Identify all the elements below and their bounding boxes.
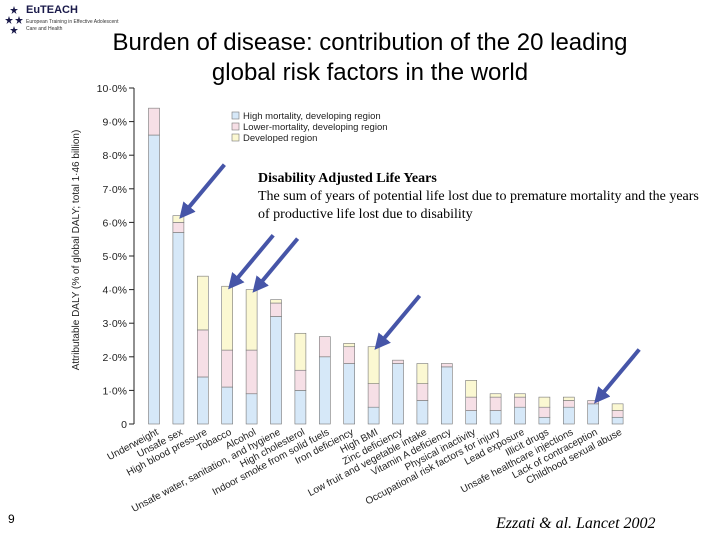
bar-segment (197, 376, 209, 425)
highlight-arrow (374, 294, 422, 350)
bar-segment (294, 390, 307, 425)
legend-swatch (231, 133, 240, 142)
bar-segment (221, 349, 233, 388)
citation: Ezzati & al. Lancet 2002 (496, 515, 656, 532)
bar-segment (538, 416, 551, 425)
highlight-arrow (594, 348, 641, 404)
bar-segment (343, 363, 356, 425)
y-tick-label: 6·0% (102, 217, 127, 229)
eu-teach-logo: EuTEACH European Training in Effective A… (4, 4, 122, 46)
bar-segment (270, 316, 282, 425)
bar-segment (440, 366, 453, 425)
legend-swatch (231, 122, 240, 131)
bar-segment (367, 406, 380, 425)
y-tick-label: 3·0% (102, 318, 127, 330)
bar-segment (440, 363, 453, 368)
legend-label: Lower-mortality, developing region (243, 122, 388, 133)
bar-segment (611, 416, 624, 425)
page-title-line: Burden of disease: contribution of the 2… (112, 29, 628, 56)
bar-segment (392, 359, 404, 364)
y-tick-label: 0 (121, 419, 127, 431)
bar-segment (416, 363, 429, 384)
legend-swatch (231, 111, 240, 120)
legend-label: High mortality, developing region (243, 111, 381, 122)
y-tick-label: 4·0% (102, 285, 127, 297)
bar-segment (270, 299, 282, 304)
bar-segment (562, 400, 575, 408)
logo-subtitle-line: European Training in Effective Adolescen… (26, 19, 119, 25)
bar-segment (148, 107, 160, 136)
bar-segment (172, 232, 185, 425)
bar-segment (514, 393, 526, 398)
bar-segment (611, 403, 624, 411)
highlight-arrow (228, 233, 275, 290)
page-title-line: global risk factors in the world (211, 59, 529, 86)
bar-segment (343, 346, 356, 364)
bar-segment (172, 222, 185, 233)
bar-segment (465, 380, 478, 398)
y-tick-label: 7·0% (102, 184, 127, 196)
y-tick-label: 8·0% (102, 150, 127, 162)
bar-segment (367, 383, 380, 408)
bar-segment (587, 403, 600, 425)
logo-name: EuTEACH (26, 4, 78, 16)
bar-segment (514, 406, 526, 425)
bar-segment (245, 393, 258, 425)
bar-segment (562, 396, 575, 401)
page-title: Burden of disease: contribution of the 2… (70, 28, 670, 88)
bar-segment (172, 215, 185, 223)
bar-segment (221, 285, 233, 351)
highlight-arrow (179, 163, 226, 219)
bar-segment (465, 396, 478, 411)
bar-segment (416, 400, 429, 425)
bar-segment (245, 349, 258, 395)
bar-segment (611, 410, 624, 418)
eu-stars-icon (5, 6, 23, 34)
bar-segment (221, 386, 233, 425)
bar-segment (245, 289, 258, 351)
bar-segment (392, 363, 404, 425)
bar-segment (197, 275, 209, 331)
bar-segment (294, 369, 307, 391)
y-axis-label: Attributable DALY (% of global DALY; tot… (71, 130, 82, 371)
bar-segment (562, 406, 575, 425)
daly-annotation: Disability Adjusted Life Years The sum o… (258, 170, 708, 224)
bar-segment (197, 329, 209, 378)
y-tick-label: 5·0% (102, 251, 127, 263)
bar-segment (270, 302, 282, 317)
bar-segment (294, 332, 307, 371)
legend-label: Developed region (243, 133, 317, 144)
y-tick-label: 2·0% (102, 352, 127, 364)
bar-segment (538, 396, 551, 408)
bar-segment (489, 410, 502, 425)
bar-segment (538, 406, 551, 418)
bar-segment (416, 383, 429, 401)
y-tick-label: 9·0% (102, 117, 127, 129)
logo-subtitle-line: Care and Health (26, 26, 63, 32)
bar-segment (148, 134, 160, 425)
page-number: 9 (8, 512, 15, 526)
bar-segment (367, 346, 380, 384)
bar-segment (318, 336, 331, 358)
bar-segment (343, 343, 356, 348)
bar-segment (489, 393, 502, 398)
y-tick-label: 10·0% (97, 83, 127, 95)
bar-segment (318, 356, 331, 425)
bar-segment (587, 400, 600, 405)
highlight-arrow (252, 237, 300, 293)
bar-segment (465, 410, 478, 425)
annotation-heading: Disability Adjusted Life Years (258, 171, 437, 186)
annotation-body: The sum of years of potential life lost … (258, 189, 699, 222)
bar-segment (514, 396, 526, 408)
y-tick-label: 1·0% (102, 385, 127, 397)
bar-segment (489, 396, 502, 411)
